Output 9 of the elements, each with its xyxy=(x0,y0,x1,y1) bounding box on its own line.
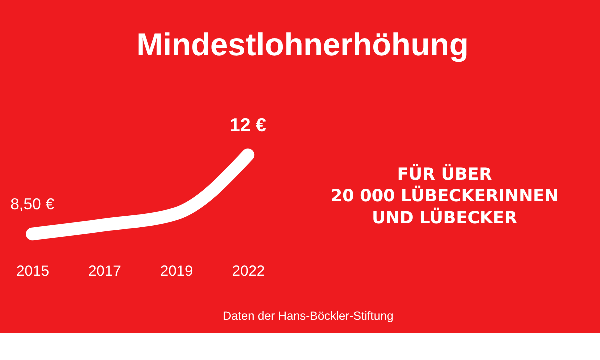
x-tick-label: 2022 xyxy=(232,264,266,280)
data-label: 12 € xyxy=(230,114,268,136)
x-tick-label: 2017 xyxy=(88,264,122,280)
data-label: 8,50 € xyxy=(10,196,55,214)
text: Daten der Hans-Böckler-Stiftung xyxy=(223,309,394,324)
chart-title: Mindestlohnerhöhung xyxy=(136,26,469,62)
text: FÜR ÜBER 20 000 LÜBECKERINNEN UND LÜBECKER xyxy=(330,164,559,228)
x-tick-label: 2015 xyxy=(16,264,50,280)
x-tick-label: 2019 xyxy=(160,264,194,280)
